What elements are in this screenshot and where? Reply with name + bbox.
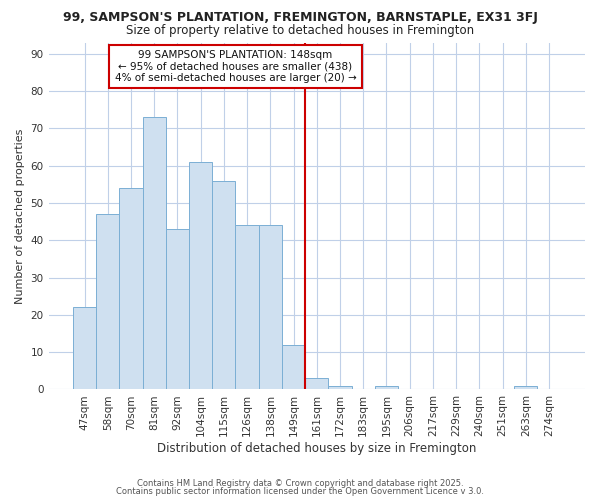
Bar (514, 386, 538, 390)
Bar (235, 226, 259, 390)
Bar (189, 162, 212, 390)
Bar (328, 386, 352, 390)
Bar (305, 378, 328, 390)
Text: Contains HM Land Registry data © Crown copyright and database right 2025.: Contains HM Land Registry data © Crown c… (137, 478, 463, 488)
Y-axis label: Number of detached properties: Number of detached properties (15, 128, 25, 304)
Bar (259, 226, 282, 390)
Bar (73, 308, 96, 390)
Bar (143, 117, 166, 390)
Text: Contains public sector information licensed under the Open Government Licence v : Contains public sector information licen… (116, 487, 484, 496)
Bar (282, 344, 305, 390)
Text: 99, SAMPSON'S PLANTATION, FREMINGTON, BARNSTAPLE, EX31 3FJ: 99, SAMPSON'S PLANTATION, FREMINGTON, BA… (62, 11, 538, 24)
Text: Size of property relative to detached houses in Fremington: Size of property relative to detached ho… (126, 24, 474, 37)
Text: 99 SAMPSON'S PLANTATION: 148sqm
← 95% of detached houses are smaller (438)
4% of: 99 SAMPSON'S PLANTATION: 148sqm ← 95% of… (115, 50, 356, 83)
Bar (375, 386, 398, 390)
Bar (166, 229, 189, 390)
Bar (119, 188, 143, 390)
X-axis label: Distribution of detached houses by size in Fremington: Distribution of detached houses by size … (157, 442, 476, 455)
Bar (212, 180, 235, 390)
Bar (96, 214, 119, 390)
